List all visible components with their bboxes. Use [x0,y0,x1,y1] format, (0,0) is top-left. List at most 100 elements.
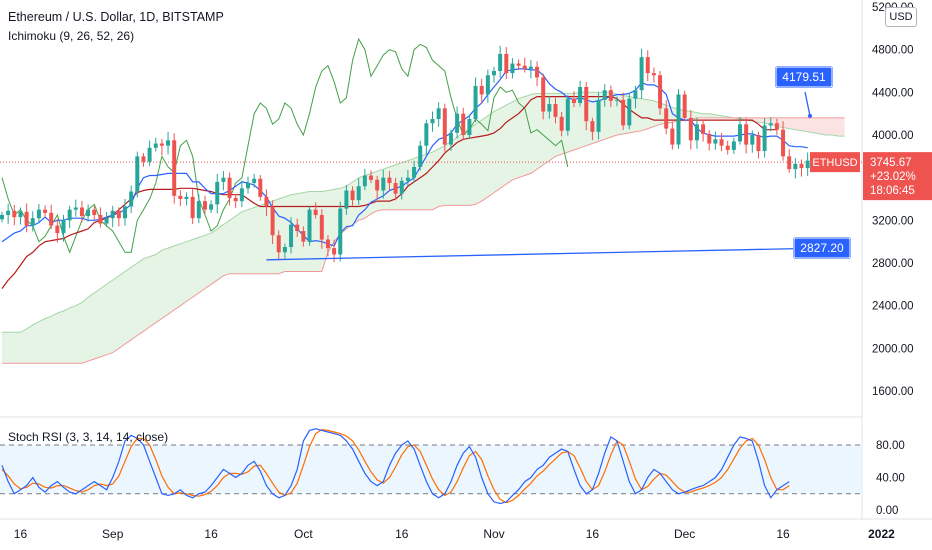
candle-body [781,129,786,157]
last-price-value: 3745.67 [870,157,912,169]
candle-body [123,206,127,219]
price-tick-label: 2800.00 [872,258,914,270]
candle-body [369,175,373,180]
candle-body [621,99,626,126]
symbol-title[interactable]: Ethereum / U.S. Dollar, 1D, BITSTAMP [8,10,224,24]
trendline [266,247,798,261]
stoch-panel [0,428,862,505]
candle-body [227,177,232,198]
leading-span-a [2,91,845,333]
callout-high: 4179.51 [775,66,833,88]
candle-body [92,209,97,215]
candle-body [688,117,693,141]
callout-connector [804,91,811,116]
candle-body [412,167,417,178]
candle-body [221,177,226,182]
candle-body [159,143,164,146]
time-tick-label: Oct [294,527,313,541]
time-tick-label: Nov [483,527,504,541]
candle-body [774,123,779,130]
bearish-cloud [740,117,845,137]
candle-body [325,239,330,249]
candle-body [639,57,644,91]
candle-body [295,224,300,231]
candle-body [596,99,601,132]
candle-body [233,197,238,202]
price-tick-label: 4400.00 [872,87,914,99]
candle-body [535,66,540,78]
candle-body [362,175,367,187]
candle-body [153,143,158,148]
ichimoku-legend[interactable]: Ichimoku (9, 26, 52, 26) [8,29,135,43]
stoch-tick-label: 80.00 [876,440,905,452]
candle-body [418,145,423,167]
candle-body [43,209,48,213]
candle-body [399,180,404,194]
candle-body [682,94,687,118]
candle-body [645,57,650,74]
bullish-cloud [2,92,734,364]
candle-body [633,90,638,99]
candle-body [356,186,361,201]
candle-body [738,124,742,142]
candle-body [744,124,749,145]
callout-low-inner [793,237,851,259]
candle-body [553,104,558,117]
candle-body [793,163,798,170]
candle-body [707,133,712,144]
candle-body [276,235,281,253]
candle-body [510,63,515,74]
lagging-span [1,37,569,254]
candle-body [584,87,589,122]
candle-body [608,90,613,101]
stoch-tick-label: 0.00 [876,505,898,517]
currency-badge[interactable]: USD [885,7,917,27]
candle-body [670,128,675,145]
leading-span-b [2,117,845,364]
candle-body [762,125,767,151]
time-tick-label: 16 [586,527,600,541]
candle-body [67,209,72,221]
callout-low: 2827.20 [793,237,851,259]
candle-body [86,209,91,217]
price-tick-label: 3200.00 [872,215,914,227]
candle-body [190,196,195,219]
time-tick-label: 16 [395,527,409,541]
stoch-k-line [1,428,790,505]
candle-body [49,212,54,226]
candle-body [209,204,214,210]
candle-body [24,211,29,226]
candle-body [651,73,656,76]
candle-body [344,190,349,209]
candle-body [559,116,564,131]
candle-body [498,53,503,71]
time-tick-label: Dec [674,527,695,541]
candle-body [36,209,41,219]
candle-body [116,210,121,219]
candle-body [239,188,244,202]
candle-body [110,210,115,219]
candle-body [442,108,447,145]
last-price-badge-bg [863,152,932,201]
candle-body [571,98,576,103]
candle-body [73,207,78,210]
candle-body [805,160,810,169]
candle-body [184,196,189,199]
candle-body [516,63,521,66]
candle-body [799,163,804,169]
stoch-rsi-legend[interactable]: Stoch RSI (3, 3, 14, 14, close) [8,430,169,444]
candle-body [307,209,312,242]
time-tick-label: Sep [102,527,124,541]
candle-body [424,123,429,146]
candle-body [202,201,207,210]
price-change: +23.02% [870,171,916,183]
candle-body [694,124,699,141]
candle-body [448,132,453,145]
candle-body [547,104,552,112]
candle-body [578,87,583,103]
candle-body [172,140,177,196]
candle-body [565,98,570,131]
candle-body [141,156,146,162]
